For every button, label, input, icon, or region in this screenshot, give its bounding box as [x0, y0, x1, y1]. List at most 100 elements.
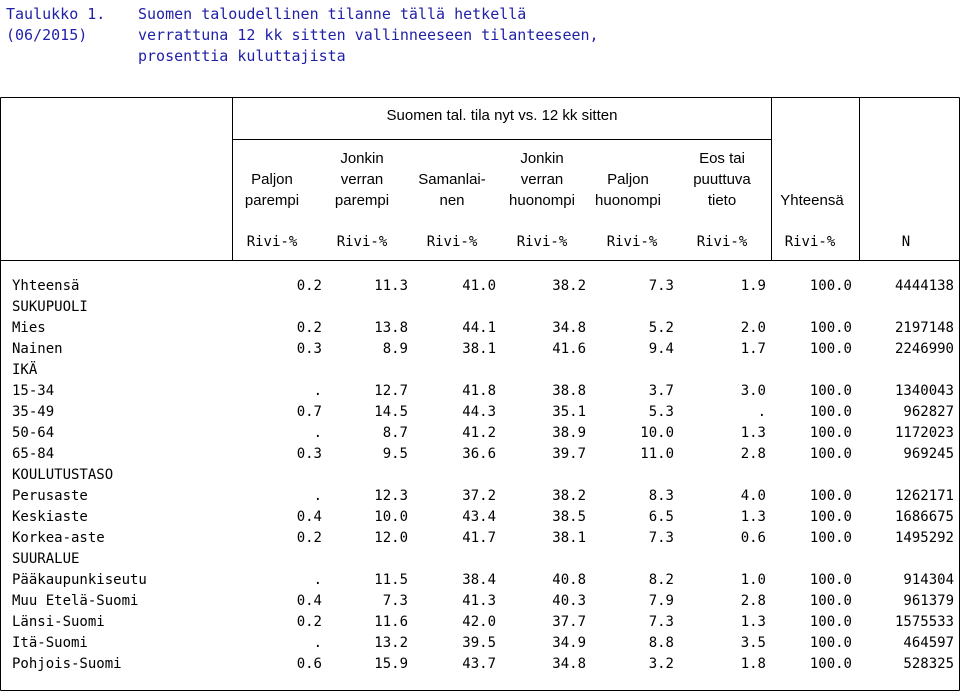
- unit-label: Rivi-%: [426, 234, 478, 250]
- table-row: Perusaste. 12.3 37.2 38.2 8.3 4.0 100.0 1262171: [0, 486, 960, 507]
- column-header-paljon-huonompi: Paljon huonompi: [586, 148, 670, 211]
- table-cell: 10.0: [640, 425, 674, 441]
- table-cell: 100.0: [809, 488, 852, 504]
- table-row: IKÄ: [0, 360, 960, 381]
- table-cell: 100.0: [809, 509, 852, 525]
- column-header-line: puuttuva: [693, 171, 751, 188]
- table-cell: 38.2: [552, 278, 586, 294]
- table-cell: 100.0: [809, 278, 852, 294]
- column-header-line: verran: [520, 171, 564, 188]
- table-cell: 464597: [903, 635, 954, 651]
- table-cell: 7.3: [648, 530, 674, 546]
- table-cell: 13.8: [374, 320, 408, 336]
- table-cell: 0.4: [296, 509, 322, 525]
- table-cell: 35.1: [552, 404, 586, 420]
- table-cell: 0.2: [296, 530, 322, 546]
- table-cell: 100.0: [809, 341, 852, 357]
- table-row: 65-84 0.3 9.5 36.6 39.7 11.0 2.8 100.0 969245: [0, 444, 960, 465]
- column-header-samanlainen: Samanlai- nen: [410, 148, 494, 211]
- table-cell: 41.2: [462, 425, 496, 441]
- table-cell: 38.4: [462, 572, 496, 588]
- table-cell: 41.3: [462, 593, 496, 609]
- table-cell: 100.0: [809, 383, 852, 399]
- table-cell: 528325: [903, 656, 954, 672]
- table-row: Pohjois-Suomi 0.6 15.9 43.7 34.8 3.2 1.8 100.0 5…: [0, 654, 960, 675]
- table-row: Muu Etelä-Suomi 0.4 7.3 41.3 40.3 7.9 2.8 100.0…: [0, 591, 960, 612]
- row-label: Yhteensä: [12, 278, 80, 294]
- table-cell: 40.8: [552, 572, 586, 588]
- table-cell: 7.3: [648, 614, 674, 630]
- table-cell: 914304: [903, 572, 954, 588]
- column-header-paljon-parempi: Paljon parempi: [232, 148, 312, 211]
- table-cell: 11.5: [374, 572, 408, 588]
- column-header-line: huonompi: [595, 192, 661, 209]
- table-cell: 962827: [903, 404, 954, 420]
- table-cell: .: [313, 572, 322, 588]
- table-title: Suomen taloudellinen tilanne tällä hetke…: [138, 4, 599, 67]
- table-cell: 13.2: [374, 635, 408, 651]
- unit-label: Rivi-%: [606, 234, 658, 250]
- column-header-line: Paljon: [607, 171, 649, 188]
- table-cell: 34.8: [552, 656, 586, 672]
- table-cell: 100.0: [809, 593, 852, 609]
- table-cell: 1495292: [894, 530, 954, 546]
- table-cell: 1.3: [740, 509, 766, 525]
- table-cell: 1.3: [740, 614, 766, 630]
- table-cell: 9.5: [382, 446, 408, 462]
- table-cell: 100.0: [809, 404, 852, 420]
- table-cell: 7.3: [648, 278, 674, 294]
- table-cell: 100.0: [809, 614, 852, 630]
- row-label: Perusaste: [12, 488, 88, 504]
- table-cell: 40.3: [552, 593, 586, 609]
- table-cell: 8.7: [382, 425, 408, 441]
- column-header-line: [410, 148, 494, 169]
- table-cell: 14.5: [374, 404, 408, 420]
- table-cell: 100.0: [809, 572, 852, 588]
- table-cell: 44.1: [462, 320, 496, 336]
- table-cell: 3.7: [648, 383, 674, 399]
- table-cell: 2197148: [894, 320, 954, 336]
- column-header-line: [772, 169, 852, 190]
- table-title-line: prosenttia kuluttajista: [138, 47, 346, 65]
- table-cell: 1686675: [894, 509, 954, 525]
- table-cell: 1262171: [894, 488, 954, 504]
- table-cell: 100.0: [809, 635, 852, 651]
- table-cell: 7.9: [648, 593, 674, 609]
- table-cell: 100.0: [809, 530, 852, 546]
- table-cell: 37.7: [552, 614, 586, 630]
- column-header-line: Yhteensä: [780, 192, 844, 209]
- table-row: Länsi-Suomi 0.2 11.6 42.0 37.7 7.3 1.3 100.0 157…: [0, 612, 960, 633]
- row-label: 35-49: [12, 404, 55, 420]
- table-cell: 0.7: [296, 404, 322, 420]
- table-cell: 6.5: [648, 509, 674, 525]
- table-row: Nainen 0.3 8.9 38.1 41.6 9.4 1.7 100.0 2246990: [0, 339, 960, 360]
- row-label: Pääkaupunkiseutu: [12, 572, 147, 588]
- table-cell: 100.0: [809, 425, 852, 441]
- table-cell: 34.9: [552, 635, 586, 651]
- table-cell: 1575533: [894, 614, 954, 630]
- row-label: Keskiaste: [12, 509, 88, 525]
- row-label: Pohjois-Suomi: [12, 656, 122, 672]
- unit-label: Rivi-%: [246, 234, 298, 250]
- table-cell: 2.8: [740, 446, 766, 462]
- table-row: 50-64. 8.7 41.2 38.9 10.0 1.3 100.0 1172023: [0, 423, 960, 444]
- table-cell: 1172023: [894, 425, 954, 441]
- unit-label: Rivi-%: [696, 234, 748, 250]
- table-cell: 100.0: [809, 656, 852, 672]
- table-cell: 100.0: [809, 320, 852, 336]
- table-row: Keskiaste 0.4 10.0 43.4 38.5 6.5 1.3 100.0 16866…: [0, 507, 960, 528]
- unit-label: N: [901, 234, 911, 250]
- column-group-header: Suomen tal. tila nyt vs. 12 kk sitten: [322, 105, 682, 126]
- table-cell: 41.8: [462, 383, 496, 399]
- table-cell: 100.0: [809, 446, 852, 462]
- table-cell: 37.2: [462, 488, 496, 504]
- table-cell: 41.0: [462, 278, 496, 294]
- table-date-line: (06/2015): [6, 26, 88, 44]
- column-header-line: nen: [439, 192, 465, 209]
- table-cell: .: [313, 425, 322, 441]
- table-cell: .: [757, 404, 766, 420]
- table-cell: 42.0: [462, 614, 496, 630]
- table-cell: 43.7: [462, 656, 496, 672]
- table-cell: 0.6: [296, 656, 322, 672]
- table-cell: 39.7: [552, 446, 586, 462]
